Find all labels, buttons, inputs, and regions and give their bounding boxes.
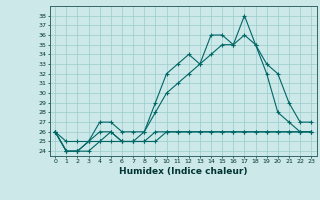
X-axis label: Humidex (Indice chaleur): Humidex (Indice chaleur) <box>119 167 247 176</box>
